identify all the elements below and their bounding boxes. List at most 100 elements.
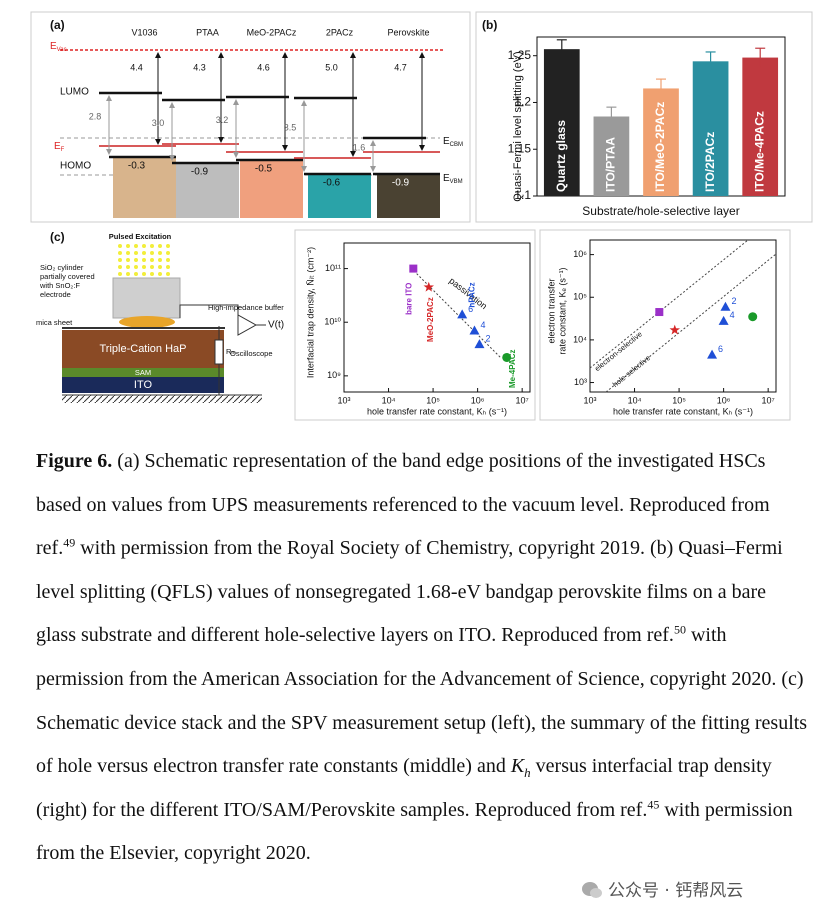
light-dot	[126, 272, 130, 276]
light-dot	[142, 251, 146, 255]
gap-value: 1.6	[353, 142, 366, 152]
x-tick-label: 10³	[583, 395, 596, 405]
bar-label: ITO/Me-4PACz	[752, 111, 766, 192]
light-dot	[150, 244, 154, 248]
y-tick-label: 10⁵	[573, 292, 587, 302]
buffer	[237, 314, 258, 336]
light-dot	[150, 258, 154, 262]
offset-value: -0.5	[255, 164, 273, 175]
light-dot	[166, 272, 170, 276]
guide-line	[605, 253, 777, 393]
column-name: Perovskite	[387, 27, 429, 37]
caption-text: (a) Schematic representation of the band…	[36, 450, 770, 560]
caption-text: versus interfacial trap density (right) …	[36, 755, 772, 821]
figure: (a) (b) (c) Pulsed Excitation SiO₂ cylin…	[30, 11, 813, 421]
y-tick-label: 10¹⁰	[324, 317, 341, 327]
y-tick-label: 1.1	[514, 188, 531, 202]
hap-layer	[62, 330, 224, 368]
vac-gap: 4.6	[257, 62, 270, 72]
annotation: hole-selective	[611, 353, 652, 389]
marker	[707, 349, 718, 359]
x-axis-label: Substrate/hole-selective layer	[582, 204, 739, 218]
marker	[655, 308, 664, 317]
x-tick-label: 10⁵	[672, 395, 686, 405]
light-dot	[158, 265, 162, 269]
series-label: Me-4PACz	[508, 349, 517, 388]
bar	[543, 49, 580, 196]
column-name: V1036	[131, 27, 157, 37]
marker	[720, 301, 731, 311]
light-dot	[150, 251, 154, 255]
light-dot	[118, 258, 122, 262]
point-label: 2	[485, 334, 490, 344]
light-dot	[158, 251, 162, 255]
point-label: 6	[468, 304, 473, 314]
schematic-label: ITO	[134, 379, 153, 391]
x-tick-label: 10⁴	[382, 395, 396, 405]
panel-label: (c)	[50, 230, 65, 244]
light-dot	[126, 251, 130, 255]
cylinder	[112, 277, 181, 319]
band-block	[308, 174, 371, 218]
schematic-label: SiO₂ cylinder	[40, 263, 84, 272]
level-label-main: E	[443, 173, 450, 184]
caption-text: with permission from the American Associ…	[36, 624, 808, 778]
schematic-label: mica sheet	[36, 318, 73, 327]
level-label: EVac	[50, 41, 67, 53]
y-tick-label: 10¹¹	[325, 263, 341, 273]
vac-gap: 4.3	[193, 62, 206, 72]
caption-text: 50	[673, 622, 686, 637]
y-tick-label: 10³	[574, 377, 587, 387]
y-axis-label: electron transfer	[546, 278, 556, 343]
schematic: Pulsed Excitation SiO₂ cylinder partiall…	[36, 232, 284, 403]
series-label: bare ITO	[404, 283, 413, 315]
light-dot	[134, 265, 138, 269]
bar	[593, 116, 630, 196]
light-dot	[142, 258, 146, 262]
level-label-main: E	[443, 136, 450, 147]
bar	[643, 88, 679, 196]
gap-value: 2.8	[89, 111, 102, 121]
vac-gap: 4.4	[130, 62, 143, 72]
panel-label: (a)	[50, 18, 65, 32]
light-dot	[126, 244, 130, 248]
offset-value: -0.9	[392, 178, 410, 189]
caption-text: h	[524, 765, 531, 781]
schematic-label: electrode	[40, 290, 71, 299]
level-label: HOMO	[60, 161, 91, 172]
caption-label: Figure 6.	[36, 450, 113, 472]
bar-label: ITO/PTAA	[604, 137, 618, 192]
level-label-sub: F	[61, 147, 65, 153]
point-label: 4	[730, 310, 735, 320]
y-tick-label: 1.2	[514, 95, 531, 109]
light-dot	[134, 272, 138, 276]
level-label-main: E	[50, 41, 57, 52]
light-dot	[134, 251, 138, 255]
column-name: MeO-2PACz	[247, 27, 297, 37]
y-axis-label: rate constant, Kₑ (s⁻¹)	[557, 267, 567, 354]
marker	[423, 281, 434, 292]
watermark-icon	[582, 882, 602, 898]
column-name: PTAA	[196, 27, 219, 37]
vac-gap: 4.7	[394, 62, 407, 72]
panel-c-mid-frame	[294, 229, 536, 421]
series-label: nPACz	[467, 282, 476, 307]
schematic-label: Oscilloscope	[230, 349, 273, 358]
panel-b-frame	[475, 11, 813, 223]
band-block	[377, 174, 440, 218]
schematic-label: High-impedance buffer	[208, 303, 284, 312]
schematic-label: SAM	[135, 368, 151, 377]
level-label-sub: CBM	[450, 142, 463, 148]
guide-line	[410, 267, 502, 359]
x-tick-label: 10⁴	[628, 395, 642, 405]
x-tick-label: 10⁷	[762, 395, 775, 405]
light-dot	[142, 265, 146, 269]
light-dot	[118, 244, 122, 248]
schematic-label: V(t)	[268, 320, 284, 331]
x-tick-label: 10⁶	[717, 395, 731, 405]
level-label: LUMO	[60, 87, 89, 98]
column-name: 2PACz	[326, 27, 354, 37]
light-dot	[166, 244, 170, 248]
vac-gap: 5.0	[325, 62, 338, 72]
bar-label: ITO/2PACz	[703, 132, 717, 192]
